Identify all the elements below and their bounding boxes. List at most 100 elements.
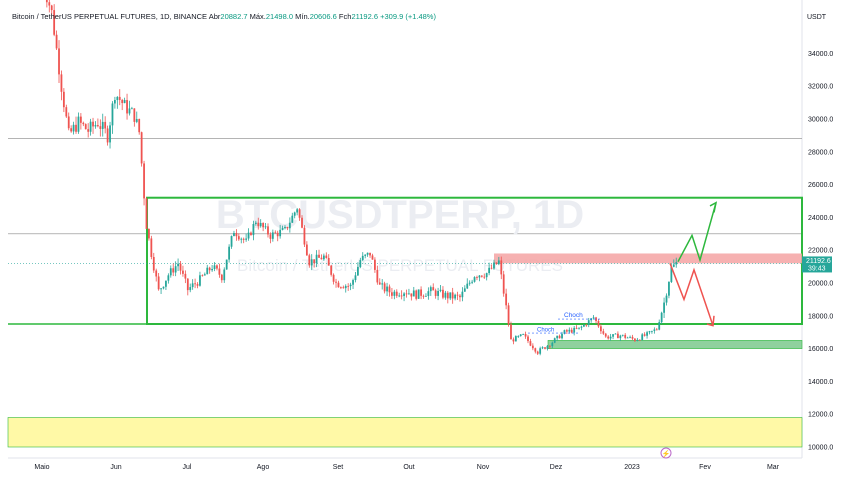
candle-body: [439, 289, 442, 291]
candle-body: [602, 331, 605, 334]
candle-body: [203, 274, 206, 276]
candle-body: [575, 327, 578, 329]
candle-body: [672, 264, 675, 267]
price-tick-label: 26000.0: [808, 182, 833, 189]
candle-body: [381, 283, 384, 285]
candle-body: [612, 334, 614, 337]
low-value: 20606.6: [309, 12, 337, 21]
candle-body: [223, 269, 226, 281]
supply-zone: [494, 253, 802, 264]
candle-body: [485, 273, 488, 278]
yellow-zone: [7, 417, 803, 448]
candle-body: [53, 10, 56, 35]
candle-body: [288, 222, 291, 229]
candle-body: [262, 222, 265, 228]
candle-body: [415, 290, 418, 299]
high-value: 21498.0: [265, 12, 294, 21]
candle-body: [512, 339, 515, 342]
candle-body: [344, 285, 347, 289]
candle-body: [587, 320, 590, 325]
candle-body: [410, 293, 413, 297]
candle-body: [150, 238, 153, 258]
candle-body: [126, 100, 128, 114]
candle-body: [82, 122, 85, 125]
symbol-title: Bitcoin / TetherUS PERPETUAL FUTURES, 1D…: [12, 12, 208, 21]
candle-body: [201, 275, 204, 277]
candle-body: [303, 227, 306, 245]
candle-body: [225, 259, 228, 270]
candle-body: [191, 283, 194, 288]
candle-body: [228, 246, 231, 260]
time-tick-label: Ago: [257, 464, 270, 471]
candle-body: [456, 294, 459, 296]
candle-body: [546, 345, 549, 349]
candle-body: [446, 292, 449, 299]
candle-body: [519, 334, 522, 337]
candle-body: [155, 270, 158, 277]
candle-body: [454, 294, 456, 299]
candle-body: [182, 270, 184, 274]
candle-body: [361, 255, 364, 261]
candle-body: [558, 335, 561, 339]
price-tick-label: 22000.0: [808, 248, 833, 255]
candle-body: [585, 324, 588, 326]
candle-body: [339, 287, 342, 289]
candle-body: [79, 116, 82, 123]
candle-body: [651, 330, 653, 332]
candle-body: [213, 265, 216, 270]
candle-body: [451, 292, 454, 299]
candle-body: [131, 108, 133, 110]
candle-body: [296, 209, 299, 213]
choch-label: Choch: [564, 312, 583, 319]
candle-body: [536, 351, 539, 354]
candle-body: [507, 305, 510, 325]
candle-body: [259, 222, 262, 227]
candle-body: [412, 290, 415, 297]
candle-body: [133, 108, 136, 122]
candle-body: [420, 289, 422, 296]
lightning-glyph: ⚡: [662, 449, 671, 458]
candle-body: [658, 322, 661, 330]
candle-body: [332, 274, 335, 282]
candle-body: [330, 265, 333, 275]
candle-body: [371, 255, 374, 260]
candle-body: [638, 339, 641, 341]
candle-body: [600, 326, 602, 332]
candle-body: [301, 217, 303, 228]
candle-body: [114, 100, 116, 104]
candle-body: [483, 276, 486, 278]
candle-body: [293, 212, 296, 216]
candle-body: [434, 290, 437, 296]
candle-body: [235, 233, 238, 237]
candle-body: [493, 262, 495, 269]
candle-body: [84, 124, 87, 130]
candle-body: [668, 281, 670, 296]
time-tick-label: 2023: [624, 464, 640, 471]
candle-body: [490, 267, 493, 269]
candle-body: [386, 286, 388, 292]
candle-body: [582, 324, 585, 327]
candle-body: [624, 334, 627, 338]
candle-body: [607, 336, 610, 339]
time-tick-label: Fev: [699, 464, 711, 471]
candle-body: [432, 287, 435, 291]
candle-body: [444, 292, 447, 298]
candle-body: [250, 232, 252, 236]
candle-body: [218, 268, 221, 275]
last-price-countdown: 39:43: [808, 265, 826, 272]
candle-body: [257, 222, 260, 227]
candle-body: [534, 348, 537, 352]
candle-body: [619, 335, 622, 339]
candle-body: [281, 228, 284, 230]
candle-body: [609, 336, 612, 339]
price-tick-label: 16000.0: [808, 346, 833, 353]
candle-body: [580, 326, 583, 328]
close-label: Fch: [338, 12, 352, 21]
candle-body: [442, 289, 444, 298]
candle-body: [230, 236, 233, 247]
candle-body: [116, 96, 119, 101]
candle-body: [165, 280, 167, 287]
candle-body: [167, 275, 170, 281]
candle-body: [660, 312, 663, 323]
